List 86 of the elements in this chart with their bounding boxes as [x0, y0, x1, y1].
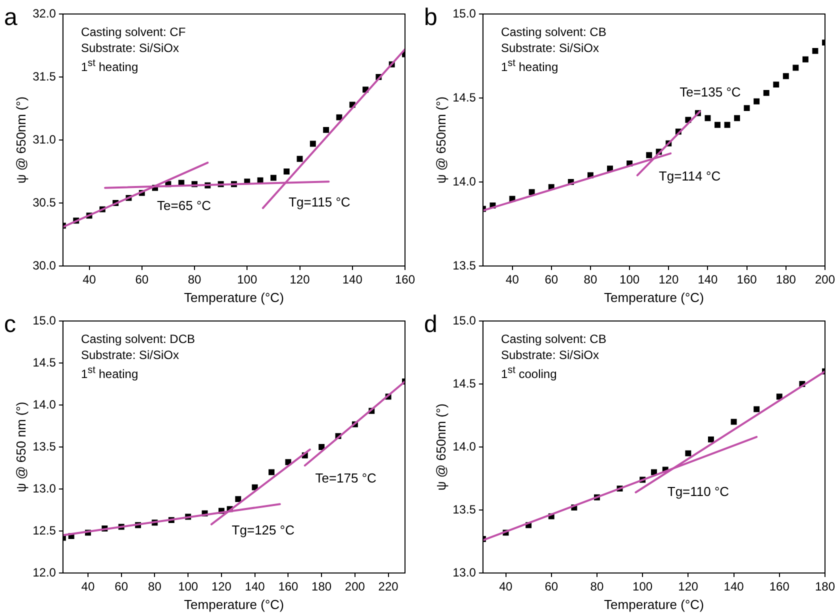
y-axis-title: ψ @ 650 nm (°)	[13, 402, 28, 492]
x-tick-label: 180	[814, 580, 836, 594]
annotation: 1$^{st}$ heating	[80, 365, 138, 381]
annotation: Tg=125 °C	[232, 522, 294, 538]
y-tick-label: 14.5	[452, 376, 476, 390]
annotation: Te=135 °C	[680, 84, 741, 100]
x-tick-label: 140	[244, 580, 266, 594]
x-tick-label: 200	[814, 272, 836, 287]
x-tick-label: 80	[590, 580, 604, 594]
y-tick-label: 12.0	[32, 565, 56, 580]
x-tick-label: 80	[188, 272, 202, 287]
annotation: Casting solvent: CB	[500, 25, 606, 39]
annotation: 1$^{st}$ heating	[500, 58, 558, 74]
x-tick-label: 60	[544, 272, 558, 287]
y-tick-label: 14.0	[452, 174, 476, 188]
chart-title: d	[424, 311, 438, 339]
x-tick-label: 60	[135, 272, 149, 287]
y-tick-label: 30.0	[32, 258, 56, 272]
x-tick-label: 180	[312, 580, 332, 594]
y-axis-title: ψ @ 650nm (°)	[13, 96, 28, 184]
annotation: Tg=115 °C	[288, 194, 350, 210]
annotation: Casting solvent: CF	[80, 25, 186, 39]
y-axis-title: ψ @ 650nm (°)	[433, 404, 448, 490]
chart-title: c	[4, 311, 16, 339]
annotation: 1$^{st}$ cooling	[500, 365, 557, 381]
annotation: Casting solvent: DCB	[80, 332, 195, 346]
y-tick-label: 30.5	[32, 195, 56, 210]
y-tick-label: 31.5	[32, 69, 56, 84]
annotation: Substrate: Si/SiOx	[500, 348, 599, 362]
annotation: Te=175 °C	[315, 470, 376, 486]
x-tick-label: 40	[499, 580, 513, 594]
x-tick-label: 140	[698, 272, 718, 287]
x-tick-label: 160	[278, 580, 299, 594]
annotation: Substrate: Si/SiOx	[80, 348, 179, 362]
x-axis-title: Temperature (°C)	[184, 290, 284, 305]
y-tick-label: 13.0	[452, 565, 476, 580]
annotation: Tg=110 °C	[667, 484, 730, 499]
x-tick-label: 60	[114, 580, 128, 594]
chart-title: a	[4, 4, 18, 32]
x-tick-label: 220	[378, 580, 399, 594]
x-tick-label: 160	[769, 580, 790, 594]
x-tick-label: 200	[344, 580, 366, 594]
x-tick-label: 40	[506, 272, 520, 287]
x-tick-label: 120	[678, 580, 699, 594]
y-axis-title: ψ @ 650nm (°)	[433, 96, 448, 184]
x-tick-label: 180	[776, 272, 796, 287]
x-tick-label: 100	[632, 580, 653, 594]
annotation: Te=65 °C	[157, 198, 212, 214]
x-tick-label: 160	[736, 272, 758, 287]
x-tick-label: 120	[211, 580, 232, 594]
y-tick-label: 13.5	[452, 502, 476, 516]
y-tick-label: 13.5	[452, 258, 476, 272]
annotation: Tg=114 °C	[658, 168, 721, 184]
y-tick-label: 31.0	[32, 132, 56, 146]
x-axis-title: Temperature (°C)	[604, 290, 704, 305]
y-tick-label: 15.0	[32, 313, 56, 328]
y-tick-label: 32.0	[32, 6, 56, 20]
x-tick-label: 100	[620, 272, 640, 287]
annotation: Substrate: Si/SiOx	[80, 41, 179, 55]
y-tick-label: 14.0	[32, 397, 56, 412]
x-tick-label: 140	[724, 580, 744, 594]
y-tick-label: 14.0	[452, 439, 476, 454]
annotation: Casting solvent: CB	[500, 332, 606, 346]
y-tick-label: 14.5	[452, 90, 476, 104]
y-tick-label: 13.0	[32, 481, 56, 496]
x-tick-label: 80	[584, 272, 598, 287]
x-tick-label: 40	[81, 580, 95, 594]
x-tick-label: 140	[342, 272, 363, 287]
x-axis-title: Temperature (°C)	[184, 596, 284, 612]
y-tick-label: 12.5	[32, 523, 56, 538]
y-tick-label: 14.5	[32, 355, 56, 370]
x-tick-label: 80	[148, 580, 162, 594]
x-tick-label: 60	[544, 580, 558, 594]
chart-title: b	[424, 4, 438, 32]
x-tick-label: 160	[394, 272, 416, 287]
x-tick-label: 100	[237, 272, 258, 287]
y-tick-label: 15.0	[452, 6, 476, 20]
annotation: 1$^{st}$ heating	[80, 58, 138, 74]
y-tick-label: 15.0	[452, 313, 476, 328]
annotation: Substrate: Si/SiOx	[500, 41, 599, 55]
x-tick-label: 40	[82, 272, 96, 287]
x-tick-label: 100	[178, 580, 198, 594]
x-tick-label: 120	[290, 272, 310, 287]
x-axis-title: Temperature (°C)	[604, 596, 704, 612]
y-tick-label: 13.5	[32, 439, 56, 454]
x-tick-label: 120	[658, 272, 679, 287]
